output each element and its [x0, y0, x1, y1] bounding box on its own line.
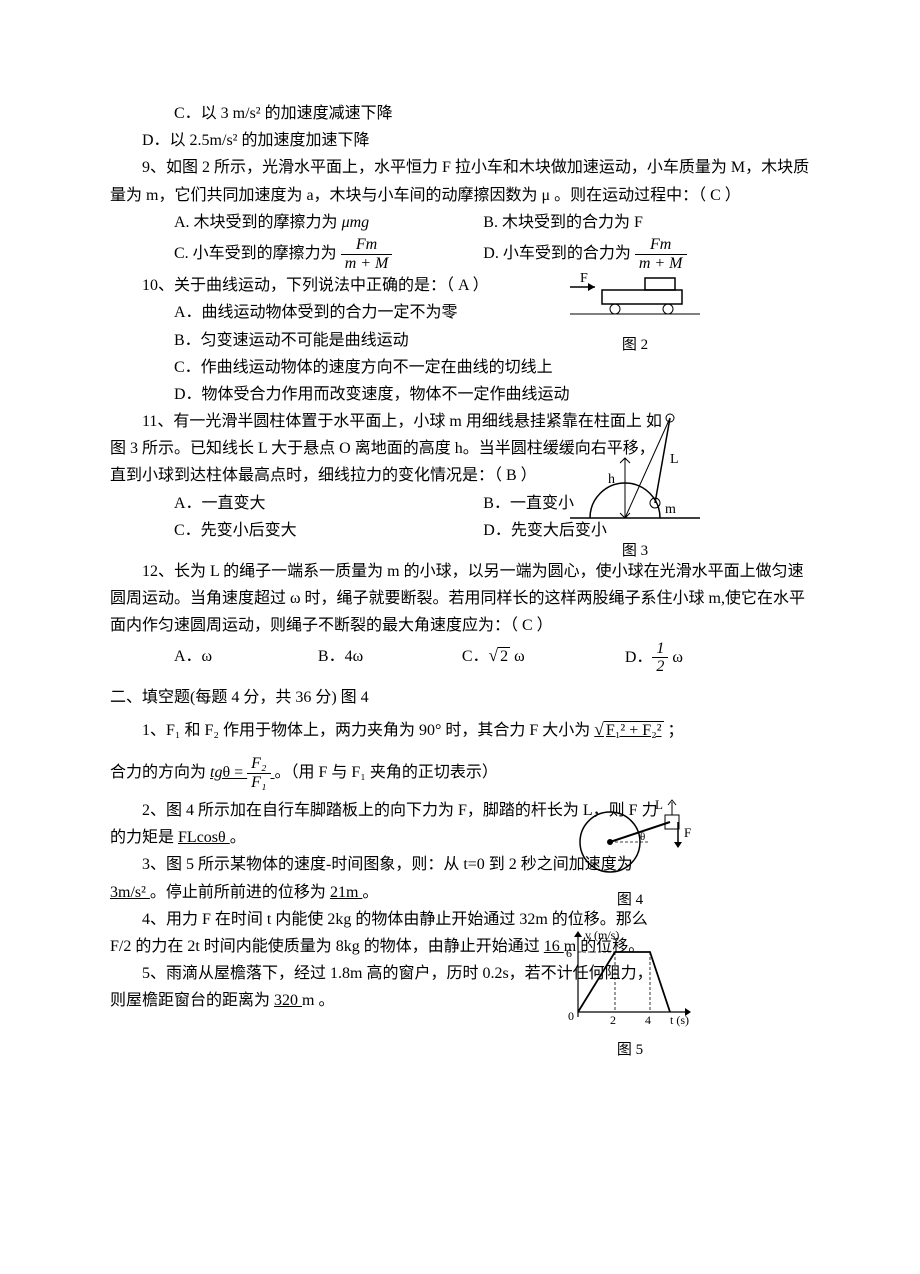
q9-row-ab: A. 木块受到的摩擦力为 μmg B. 木块受到的合力为 F: [110, 209, 810, 236]
fill-1a-text: 1、F₁ 和 F₂ 作用于物体上，两力夹角为 90° 时，其合力 F 大小为: [142, 722, 590, 739]
q10-d: D．物体受合力作用而改变速度，物体不一定作曲线运动: [110, 381, 810, 408]
fig5-svg: 6 2 4 0 v (m/s) t (s): [560, 927, 700, 1027]
fill-3-ans1: 3m/s²: [110, 884, 150, 901]
svg-text:v (m/s): v (m/s): [585, 928, 619, 942]
q9-a-tail: μmg: [342, 214, 370, 231]
q10-a: A．曲线运动物体受到的合力一定不为零: [110, 299, 810, 326]
q9-stem: 9、如图 2 所示，光滑水平面上，水平恒力 F 拉小车和木块做加速运动，小车质量…: [110, 154, 810, 208]
fill-3-mid: 。停止前所前进的位移为: [150, 884, 326, 901]
fig4-svg: L F θ: [560, 797, 700, 877]
q10-b: B．匀变速运动不可能是曲线运动: [110, 327, 810, 354]
figure-2: F 图 2: [570, 272, 700, 359]
fig3-svg: h L m: [570, 408, 700, 528]
f1b-top: F₂: [247, 755, 270, 774]
svg-text:L: L: [670, 452, 679, 467]
figure-4: L F θ 图 4: [560, 797, 700, 914]
fill-1a: 1、F₁ 和 F₂ 作用于物体上，两力夹角为 90° 时，其合力 F 大小为 √…: [110, 715, 810, 745]
section-2-title: 二、填空题(每题 4 分，共 36 分) 图 4: [110, 684, 810, 711]
f1b-bot: F₁: [247, 774, 270, 792]
q12-choices: A．ω B．4ω C．√2 ω D．12 ω: [110, 640, 810, 676]
fig5-caption: 图 5: [560, 1038, 700, 1064]
q12-c: C．√2 ω: [462, 641, 621, 671]
fill-5-tail: m 。: [302, 992, 334, 1009]
q9: 9、如图 2 所示，光滑水平面上，水平恒力 F 拉小车和木块做加速运动，小车质量…: [110, 154, 810, 272]
svg-text:F: F: [684, 825, 691, 840]
q12-b: B．4ω: [318, 643, 458, 670]
fig2-F-label: F: [580, 272, 588, 286]
frac-top: Fm: [635, 236, 687, 255]
svg-text:L: L: [655, 797, 663, 812]
fill-2-5: L F θ 图 4 6 2 4 0 v (m/s) t (s): [110, 797, 810, 1015]
q9-row-cd: C. 小车受到的摩擦力为 Fm m + M D. 小车受到的合力为 Fm m +…: [110, 236, 810, 272]
q8-choices-cd: C．以 3 m/s² 的加速度减速下降 D．以 2.5m/s² 的加速度加速下降: [110, 100, 810, 154]
svg-text:4: 4: [645, 1013, 651, 1027]
fill-2-ans: FLcosθ: [178, 829, 230, 846]
frac-bot: m + M: [341, 255, 393, 273]
svg-text:0: 0: [568, 1009, 574, 1023]
fill-1a-tail: ；: [668, 722, 684, 739]
q12-c-post: ω: [510, 648, 525, 665]
q12-d-pre: D．: [625, 648, 653, 665]
q12-d-bot: 2: [652, 658, 668, 676]
q9-c-label: C. 小车受到的摩擦力为: [174, 245, 337, 262]
q11-stem: 11、有一光滑半圆柱体置于水平面上，小球 m 用细线悬挂紧靠在柱面上 如图 3 …: [110, 408, 810, 490]
figure-5: 6 2 4 0 v (m/s) t (s) 图 5: [560, 927, 700, 1064]
fill-4: 4、用力 F 在时间 t 内能使 2kg 的物体由静止开始通过 32m 的位移。…: [110, 906, 810, 960]
fill-2: 2、图 4 所示加在自行车脚踏板上的向下力为 F，脚踏的杆长为 L，则 F 力的…: [110, 797, 810, 851]
q12-stem: 12、长为 L 的绳子一端系一质量为 m 的小球，以另一端为圆心，使小球在光滑水…: [110, 558, 810, 640]
q11: h L m 图 3 11、有一光滑半圆柱体置于水平面上，小球 m 用细线悬挂紧靠…: [110, 408, 810, 558]
q12-a: A．ω: [174, 643, 314, 670]
fill-2-tail: 。: [230, 829, 246, 846]
frac-bot: m + M: [635, 255, 687, 273]
fig4-caption: 图 4: [560, 888, 700, 914]
fill-1b-pre: 合力的方向为: [110, 764, 210, 781]
fill-5: 5、雨滴从屋檐落下，经过 1.8m 高的窗户，历时 0.2s，若不计任何阻力，则…: [110, 960, 810, 1014]
q12-d: D．12 ω: [625, 640, 784, 676]
q9-c-frac: Fm m + M: [341, 236, 393, 272]
svg-text:h: h: [608, 472, 615, 487]
q8-choice-c: C．以 3 m/s² 的加速度减速下降: [142, 100, 478, 127]
fill-3: 3、图 5 所示某物体的速度-时间图象，则：从 t=0 到 2 秒之间加速度为 …: [110, 851, 810, 905]
fig2-caption: 图 2: [570, 333, 700, 359]
q10: F 图 2 10、关于曲线运动，下列说法中正确的是：（ A ） A．曲线运动物体…: [110, 272, 810, 408]
fill-1a-answer: √F₁² + F₂²: [594, 722, 663, 739]
q8-choice-d: D．以 2.5m/s² 的加速度加速下降: [110, 127, 446, 154]
q11-row-ab: A．一直变大 B．一直变小: [110, 490, 810, 517]
q10-c: C．作曲线运动物体的速度方向不一定在曲线的切线上: [110, 354, 810, 381]
frac-top: Fm: [341, 236, 393, 255]
page: C．以 3 m/s² 的加速度减速下降 D．以 2.5m/s² 的加速度加速下降…: [0, 0, 920, 1274]
q12-d-top: 1: [652, 640, 668, 659]
q12-d-post: ω: [668, 648, 683, 665]
fill-1b-post: 。（用 F 与 F₁ 夹角的正切表示）: [275, 764, 498, 781]
svg-text:θ: θ: [640, 831, 645, 843]
q9-d-label: D. 小车受到的合力为: [483, 245, 631, 262]
q12-c-val: 2: [498, 647, 510, 665]
figure-3: h L m 图 3: [570, 408, 700, 565]
fill-5-ans: 320: [274, 992, 302, 1009]
q9-choice-c: C. 小车受到的摩擦力为 Fm m + M: [174, 236, 479, 272]
q9-a-label: A. 木块受到的摩擦力为: [174, 214, 338, 231]
q12-c-pre: C．: [462, 648, 489, 665]
q9-choice-d: D. 小车受到的合力为 Fm m + M: [483, 236, 788, 272]
q10-stem: 10、关于曲线运动，下列说法中正确的是：（ A ）: [110, 272, 810, 299]
svg-text:6: 6: [566, 946, 572, 960]
fill-1b-answer: tgθ = F₂F₁: [210, 764, 274, 781]
q9-choice-b: B. 木块受到的合力为 F: [483, 209, 788, 236]
svg-text:2: 2: [610, 1013, 616, 1027]
fill-1b: 合力的方向为 tgθ = F₂F₁ 。（用 F 与 F₁ 夹角的正切表示）: [110, 755, 810, 791]
fig2-svg: F: [570, 272, 700, 322]
q11-c: C．先变小后变大: [174, 517, 479, 544]
q11-a: A．一直变大: [174, 490, 479, 517]
q9-d-frac: Fm m + M: [635, 236, 687, 272]
q11-row-cd: C．先变小后变大 D．先变大后变小: [110, 517, 810, 544]
fill-3-tail: 。: [362, 884, 378, 901]
q9-choice-a: A. 木块受到的摩擦力为 μmg: [174, 209, 479, 236]
svg-text:m: m: [665, 502, 676, 517]
fill-1a-sqrt: F₁² + F₂²: [604, 721, 664, 739]
svg-text:t (s): t (s): [670, 1013, 689, 1027]
fill-3-ans2: 21m: [330, 884, 362, 901]
q12: 12、长为 L 的绳子一端系一质量为 m 的小球，以另一端为圆心，使小球在光滑水…: [110, 558, 810, 676]
